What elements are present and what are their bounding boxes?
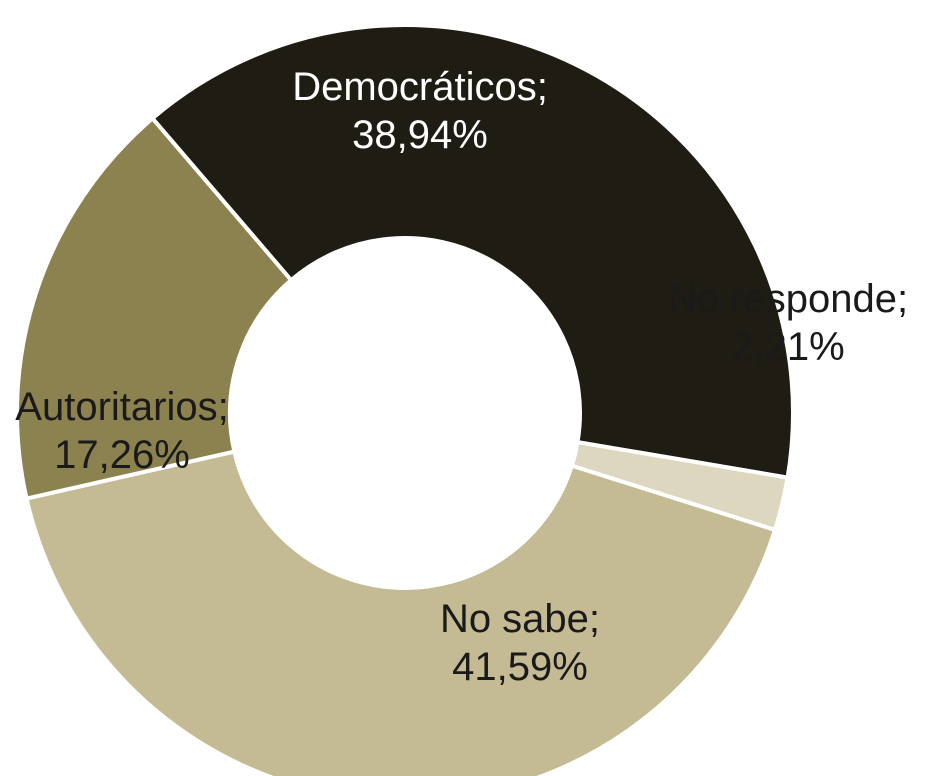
slice-value-2: 41,59%	[452, 645, 588, 689]
slice-category-2: No sabe;	[440, 597, 600, 641]
slice-label-3: Autoritarios; 17,26%	[15, 385, 228, 477]
slice-2	[24, 449, 778, 776]
slice-value-1: 2,21%	[731, 325, 844, 369]
slice-value-3: 17,26%	[54, 433, 190, 477]
labels-group: Democráticos; 38,94% No responde; 2,21% No s…	[15, 65, 908, 689]
slice-category-1: No responde;	[668, 277, 908, 321]
slices-group	[15, 23, 795, 776]
slice-0	[149, 23, 795, 480]
slice-category-3: Autoritarios;	[15, 385, 228, 429]
slice-3	[15, 115, 294, 501]
slice-label-2: No sabe; 41,59%	[440, 597, 600, 689]
slice-category-0: Democráticos;	[292, 65, 548, 109]
slice-label-0: Democráticos; 38,94%	[292, 65, 548, 157]
slice-label-1: No responde; 2,21%	[668, 277, 908, 369]
slice-value-0: 38,94%	[352, 113, 488, 157]
